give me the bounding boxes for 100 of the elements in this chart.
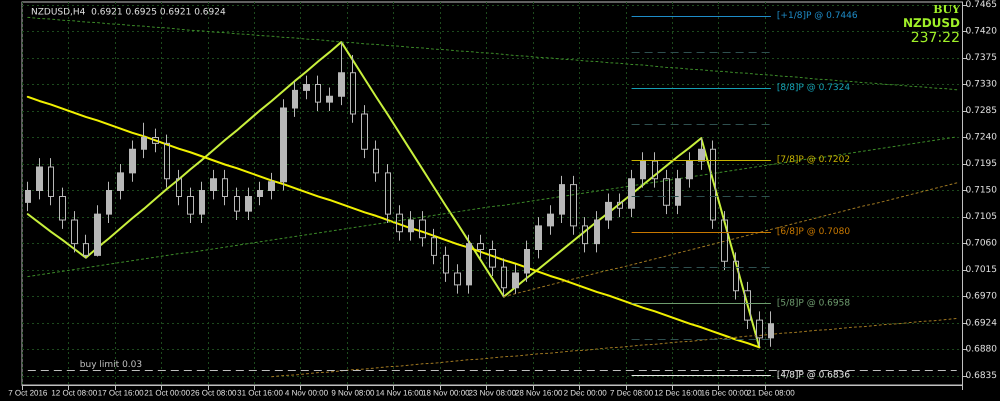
candlestick: [234, 187, 240, 221]
ref-line-label: [5/8]P @ 0.6958: [776, 298, 850, 309]
x-tick-label: 7 Oct 2016: [8, 388, 48, 398]
y-tick-label: 0.6970: [966, 292, 998, 302]
ref-line-label: [8/8]P @ 0.7324: [776, 83, 850, 94]
candlestick: [373, 140, 379, 182]
candlestick: [744, 281, 751, 330]
candlestick: [257, 181, 263, 206]
candlestick: [663, 169, 670, 215]
candlestick: [25, 181, 31, 212]
ref-line-label: [7/8]P @ 0.7202: [776, 154, 850, 165]
candlestick: [640, 152, 646, 188]
candlestick: [210, 169, 217, 200]
candlestick: [71, 210, 78, 253]
y-tick-label: 0.6880: [966, 344, 998, 355]
line-series: [26, 41, 760, 348]
x-tick-label: 17 Oct 16:00: [98, 388, 144, 398]
candlestick: [303, 75, 310, 100]
candlestick: [431, 228, 437, 265]
candlestick: [245, 187, 252, 221]
candlestick: [594, 210, 600, 253]
ref-line-label: buy limit 0.03: [80, 360, 142, 370]
candlestick: [106, 181, 112, 224]
candlestick: [652, 152, 658, 188]
candlestick: [164, 134, 170, 188]
candlestick: [733, 252, 739, 300]
candlestick: [489, 240, 496, 276]
candlestick: [443, 246, 449, 282]
y-tick-label: 0.7420: [966, 26, 998, 36]
candlestick: [570, 175, 577, 236]
y-tick-label: 0.7375: [966, 52, 998, 63]
candlestick: [361, 104, 368, 159]
x-tick-label: 14 Nov 16:00: [376, 388, 424, 398]
candlestick: [36, 158, 43, 200]
y-tick-label: 0.6835: [966, 371, 998, 382]
candlestick: [338, 42, 345, 106]
x-tick-label: 2 Dec 00:00: [564, 388, 608, 398]
annotation: BUY: [933, 3, 960, 16]
y-tick-label: 0.7105: [966, 212, 998, 222]
annotation: NZDUSD: [902, 16, 960, 30]
x-tick-label: 31 Oct 16:00: [237, 388, 284, 398]
y-tick-label: 0.6924: [966, 318, 998, 329]
x-tick-label: 18 Nov 00:00: [422, 388, 470, 398]
y-tick-label: 0.7195: [966, 159, 998, 170]
candlestick: [628, 169, 635, 218]
candlestick: [59, 187, 66, 230]
line-series: [271, 318, 958, 378]
ref-line-label: [+1/8]P @ 0.7446: [776, 11, 858, 22]
x-tick-label: 21 Dec 08:00: [747, 388, 796, 398]
candlestick: [199, 181, 205, 224]
candlestick: [419, 210, 426, 248]
x-tick-label: 12 Oct 08:00: [51, 388, 98, 398]
text: NZDUSD,H4 0.6921 0.6925 0.6921 0.6924: [31, 8, 226, 18]
candlestick: [350, 54, 356, 124]
y-tick-label: 0.7330: [966, 79, 998, 90]
candlestick: [698, 138, 705, 170]
x-tick-label: 28 Nov 16:00: [514, 388, 564, 398]
candlestick: [48, 158, 54, 206]
candlestick: [617, 193, 623, 218]
y-tick-label: 0.7465: [966, 0, 998, 10]
x-tick-label: 16 Dec 00:00: [700, 388, 749, 398]
y-tick-label: 0.7150: [966, 186, 998, 196]
candlestick: [547, 204, 554, 236]
candlestick: [501, 258, 507, 298]
candlestick: [187, 187, 194, 224]
candlestick: [454, 264, 461, 294]
candlestick: [756, 310, 763, 348]
x-tick-label: 26 Oct 08:00: [190, 388, 238, 398]
line-series: [27, 136, 958, 278]
candlestick: [268, 172, 275, 200]
candlestick: [117, 164, 124, 200]
y-tick-label: 0.7015: [966, 265, 998, 276]
y-tick-label: 0.7240: [966, 132, 998, 143]
x-tick-label: 12 Dec 16:00: [654, 388, 702, 398]
candlestick: [83, 234, 89, 259]
candlestick: [222, 169, 228, 206]
candlestick: [315, 75, 321, 112]
candlestick: [535, 216, 542, 259]
candlestick: [176, 169, 182, 206]
candlestick: [326, 86, 333, 112]
x-tick-label: 23 Nov 08:00: [468, 388, 517, 398]
x-tick-label: 21 Oct 00:00: [144, 388, 191, 398]
y-tick-label: 0.7060: [966, 238, 998, 249]
line-series: [26, 96, 760, 348]
candlestick: [512, 264, 519, 294]
candlestick: [524, 240, 530, 282]
candlestick: [477, 234, 484, 259]
y-tick-label: 0.7285: [966, 106, 998, 116]
candlestick: [686, 152, 693, 188]
candlestick: [396, 204, 403, 242]
candlestick: [280, 98, 287, 192]
annotation: 237:22: [910, 30, 960, 46]
candlestick: [559, 175, 565, 224]
candlestick: [292, 81, 298, 118]
x-tick-label: 9 Nov 08:00: [331, 388, 376, 398]
x-tick-label: 7 Dec 08:00: [610, 388, 654, 398]
candlestick: [466, 234, 472, 294]
x-tick-label: 4 Nov 00:00: [284, 388, 329, 398]
candlestick: [94, 204, 101, 258]
candlestick: [152, 128, 159, 153]
